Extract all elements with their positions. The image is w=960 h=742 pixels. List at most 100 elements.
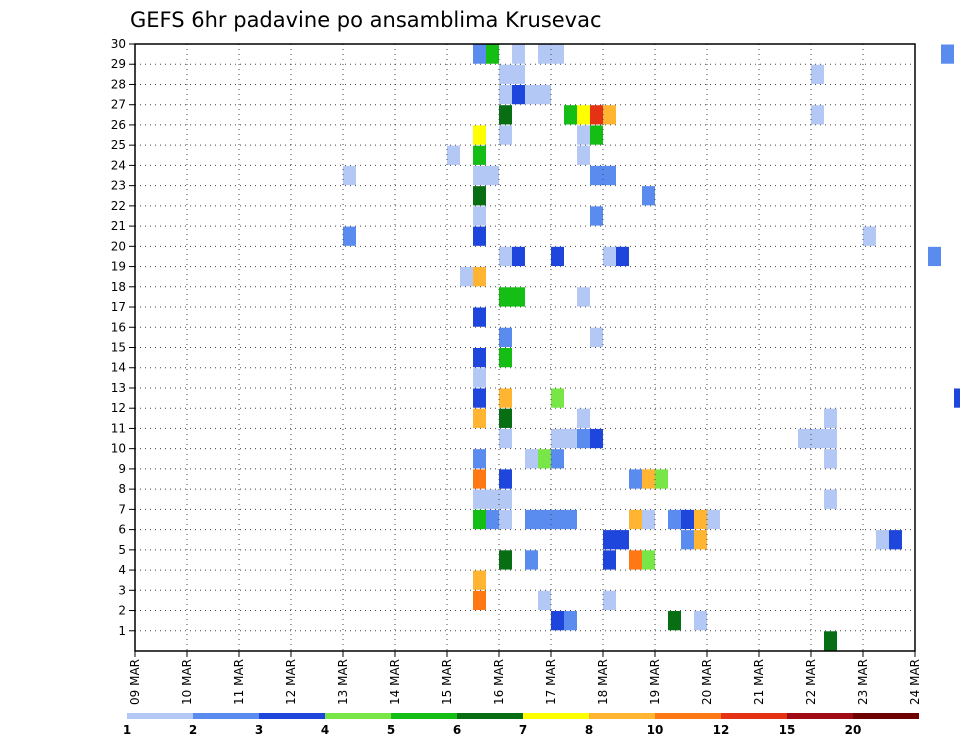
heatmap-cell [499, 64, 512, 84]
colorbar-swatch [193, 713, 259, 719]
heatmap-cell [590, 105, 603, 125]
colorbar-label: 2 [189, 723, 197, 737]
heatmap-cell [811, 105, 824, 125]
colorbar-label: 7 [519, 723, 527, 737]
heatmap-cell [811, 64, 824, 84]
heatmap-cell [473, 125, 486, 145]
heatmap-cell [616, 530, 629, 550]
x-tick-label: 23 MAR [856, 659, 870, 705]
colorbar-swatch [853, 713, 919, 719]
colorbar-swatch [655, 713, 721, 719]
heatmap-cell [603, 530, 616, 550]
heatmap-cell [941, 44, 954, 64]
heatmap-cell [551, 611, 564, 631]
heatmap-cell [499, 408, 512, 428]
y-tick-label: 4 [118, 563, 126, 577]
x-tick-label: 17 MAR [544, 659, 558, 705]
heatmap-cell [577, 428, 590, 449]
heatmap-cell [473, 206, 486, 226]
y-tick-label: 21 [111, 219, 126, 233]
heatmap-cell [551, 449, 564, 469]
y-tick-label: 29 [111, 57, 126, 71]
heatmap-cell [551, 509, 564, 530]
colorbar-swatch [589, 713, 655, 719]
heatmap-cell [486, 489, 499, 509]
heatmap-cell [473, 267, 486, 287]
heatmap-cell [590, 327, 603, 347]
heatmap-cell [603, 550, 616, 570]
colorbar-swatch [391, 713, 457, 719]
colorbar-label: 6 [453, 723, 461, 737]
heatmap-cell [863, 226, 876, 246]
y-tick-label: 23 [111, 179, 126, 193]
heatmap-cell [954, 388, 960, 408]
heatmap-cell [603, 165, 616, 186]
y-tick-label: 11 [111, 421, 126, 435]
heatmap-cell [694, 611, 707, 631]
heatmap-cell [512, 64, 525, 84]
heatmap-cell [499, 469, 512, 489]
heatmap-cell [642, 469, 655, 489]
heatmap-cell [499, 489, 512, 509]
y-tick-label: 18 [111, 280, 126, 294]
heatmap-cell [525, 550, 538, 570]
heatmap-cell [577, 125, 590, 145]
heatmap-cell [577, 105, 590, 125]
heatmap-cell [473, 307, 486, 327]
y-axis: 1234567891011121314151617181920212223242… [111, 37, 135, 638]
x-tick-label: 13 MAR [336, 659, 350, 705]
heatmap-cell [551, 246, 564, 267]
heatmap-cell [538, 44, 551, 64]
heatmap-cell [564, 611, 577, 631]
y-tick-label: 14 [111, 361, 126, 375]
colorbar-swatch [259, 713, 325, 719]
y-tick-label: 10 [111, 442, 126, 456]
y-tick-label: 13 [111, 381, 126, 395]
heatmap-cell [460, 267, 473, 287]
colorbar: 1 2 3 4 5 6 7 8 10 12 15 20 [123, 713, 919, 737]
y-tick-label: 28 [111, 77, 126, 91]
heatmap-cell [642, 186, 655, 206]
heatmap-cell [577, 145, 590, 165]
heatmap-cell [629, 469, 642, 489]
heatmap-cell [824, 408, 837, 428]
heatmap-cell [473, 570, 486, 590]
y-tick-label: 2 [118, 604, 126, 618]
x-axis: 09 MAR 10 MAR 11 MAR 12 MAR 13 MAR 14 MAR 15 M… [128, 651, 922, 705]
y-tick-label: 9 [118, 462, 126, 476]
heatmap-cell [525, 84, 538, 105]
heatmap-cell [525, 449, 538, 469]
heatmap-cell [473, 388, 486, 408]
y-tick-label: 30 [111, 37, 126, 51]
heatmap-cell [473, 145, 486, 165]
colorbar-label: 8 [585, 723, 593, 737]
colorbar-label: 12 [713, 723, 730, 737]
heatmap-cell [590, 206, 603, 226]
heatmap-cell [473, 590, 486, 611]
heatmap-cell [629, 509, 642, 530]
heatmap-cell [473, 509, 486, 530]
chart-title: GEFS 6hr padavine po ansamblima Krusevac [130, 8, 602, 32]
heatmap-cell [564, 428, 577, 449]
heatmap-cell [473, 368, 486, 388]
heatmap-cell [629, 550, 642, 570]
heatmap-cell [928, 246, 941, 267]
heatmap-cell [616, 246, 629, 267]
heatmap-cell [603, 590, 616, 611]
heatmap-cell [824, 631, 837, 651]
y-tick-label: 8 [118, 482, 126, 496]
colorbar-label: 15 [779, 723, 796, 737]
x-tick-label: 20 MAR [700, 659, 714, 705]
x-tick-label: 11 MAR [232, 659, 246, 705]
heatmap-cell [499, 348, 512, 368]
x-tick-label: 24 MAR [908, 659, 922, 705]
colorbar-swatch [523, 713, 589, 719]
heatmap-cell [564, 509, 577, 530]
colorbar-label: 20 [845, 723, 862, 737]
heatmap-cell [694, 530, 707, 550]
heatmap-cell [499, 509, 512, 530]
heatmap-cell [551, 44, 564, 64]
x-tick-label: 19 MAR [648, 659, 662, 705]
heatmap-cell [499, 84, 512, 105]
